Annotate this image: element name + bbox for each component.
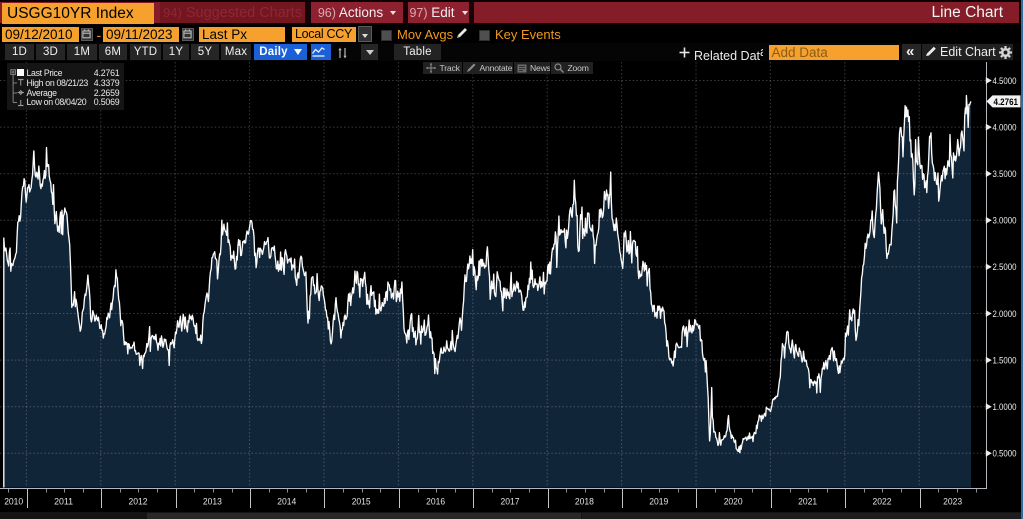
svg-text:2022: 2022 — [873, 497, 892, 507]
svg-text:2013: 2013 — [203, 497, 222, 507]
svg-text:2011: 2011 — [54, 497, 73, 507]
svg-text:2012: 2012 — [129, 497, 148, 507]
svg-text:2014: 2014 — [277, 497, 296, 507]
svg-text:2010: 2010 — [4, 497, 23, 507]
svg-text:2019: 2019 — [649, 497, 668, 507]
svg-text:3.0000: 3.0000 — [993, 216, 1017, 227]
svg-text:2.5000: 2.5000 — [993, 262, 1017, 273]
svg-text:2016: 2016 — [426, 497, 445, 507]
svg-text:4.0000: 4.0000 — [993, 122, 1017, 133]
svg-text:3.5000: 3.5000 — [993, 169, 1017, 180]
svg-text:2015: 2015 — [352, 497, 371, 507]
svg-text:0.5000: 0.5000 — [993, 449, 1017, 460]
svg-text:2023: 2023 — [943, 497, 962, 507]
svg-text:4.5000: 4.5000 — [993, 76, 1017, 87]
svg-text:2.0000: 2.0000 — [993, 309, 1017, 320]
svg-text:2021: 2021 — [798, 497, 817, 507]
svg-text:2017: 2017 — [501, 497, 520, 507]
svg-text:4.2761: 4.2761 — [994, 97, 1019, 108]
svg-text:2018: 2018 — [575, 497, 594, 507]
svg-text:1.5000: 1.5000 — [993, 355, 1017, 366]
svg-text:1.0000: 1.0000 — [993, 402, 1017, 413]
svg-text:2020: 2020 — [724, 497, 743, 507]
